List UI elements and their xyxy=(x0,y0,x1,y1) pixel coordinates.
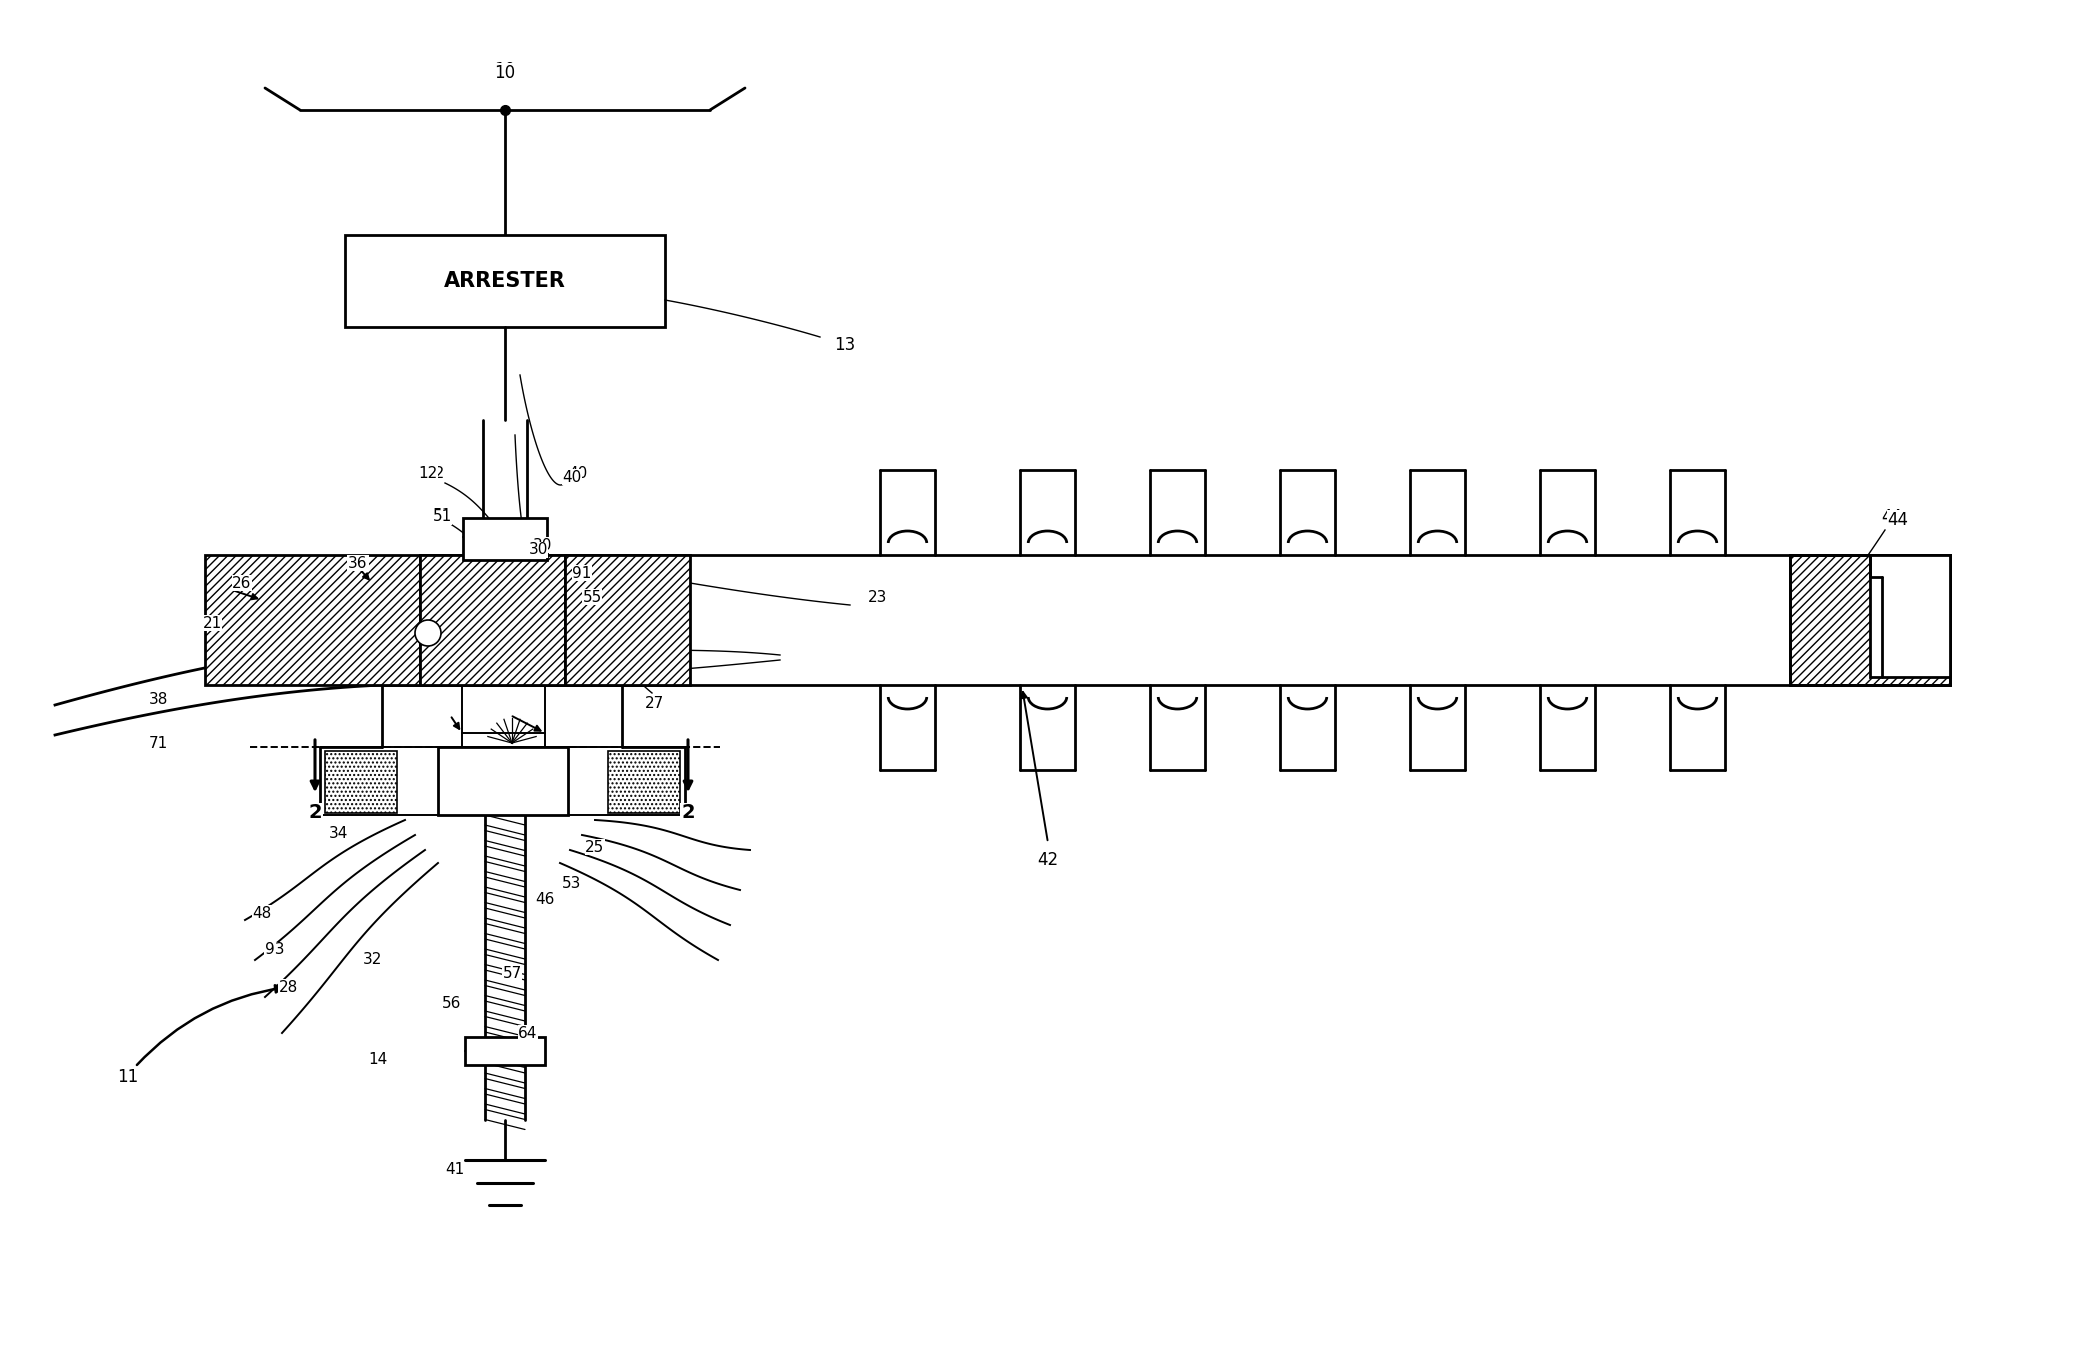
Text: 38: 38 xyxy=(147,692,168,707)
Text: 51: 51 xyxy=(432,509,452,524)
Bar xyxy=(608,751,681,813)
Text: 23: 23 xyxy=(867,589,888,604)
Text: 64: 64 xyxy=(519,1026,537,1041)
Text: 40: 40 xyxy=(562,469,581,485)
Bar xyxy=(344,234,664,327)
Text: 2: 2 xyxy=(681,804,695,822)
Text: 25: 25 xyxy=(585,840,604,855)
Text: 27: 27 xyxy=(645,695,664,710)
Text: 34: 34 xyxy=(328,825,349,840)
Text: 40: 40 xyxy=(569,466,587,481)
Text: 28: 28 xyxy=(278,980,297,995)
Text: 32: 32 xyxy=(363,953,382,967)
Text: 11: 11 xyxy=(118,1068,139,1085)
Text: 26: 26 xyxy=(232,576,251,591)
Circle shape xyxy=(415,621,442,646)
Bar xyxy=(419,556,564,686)
Text: 93: 93 xyxy=(266,943,284,958)
Text: 71: 71 xyxy=(149,736,168,751)
Text: 41: 41 xyxy=(446,1163,465,1177)
Bar xyxy=(564,556,691,686)
Text: 36: 36 xyxy=(349,556,367,570)
Text: 48: 48 xyxy=(253,905,272,920)
Text: 21: 21 xyxy=(203,615,222,630)
Bar xyxy=(1870,556,1950,678)
Text: 30: 30 xyxy=(529,542,548,557)
Text: 56: 56 xyxy=(442,996,461,1011)
Text: 51: 51 xyxy=(432,508,452,523)
Bar xyxy=(1791,556,1950,686)
Text: 2: 2 xyxy=(309,804,322,822)
Text: ARRESTER: ARRESTER xyxy=(444,271,566,291)
Text: 12: 12 xyxy=(419,466,438,481)
Text: 13: 13 xyxy=(834,336,855,354)
Text: 10: 10 xyxy=(494,61,515,79)
Text: 10: 10 xyxy=(494,64,515,83)
Bar xyxy=(326,751,396,813)
Text: 30: 30 xyxy=(533,538,552,553)
Text: 46: 46 xyxy=(535,893,554,908)
Text: 57: 57 xyxy=(502,966,521,981)
Text: 12: 12 xyxy=(425,466,444,481)
Bar xyxy=(205,556,419,686)
Text: 44: 44 xyxy=(1888,511,1909,528)
Text: 91: 91 xyxy=(573,565,591,580)
Text: 55: 55 xyxy=(583,589,602,604)
Text: 44: 44 xyxy=(1882,508,1903,526)
Text: 53: 53 xyxy=(562,875,581,890)
Text: 14: 14 xyxy=(369,1053,388,1068)
Bar xyxy=(463,518,548,560)
Bar xyxy=(438,747,569,814)
Text: 13: 13 xyxy=(834,336,855,354)
Bar xyxy=(465,1037,546,1065)
Text: 42: 42 xyxy=(1038,851,1058,869)
Bar xyxy=(1791,556,1950,686)
